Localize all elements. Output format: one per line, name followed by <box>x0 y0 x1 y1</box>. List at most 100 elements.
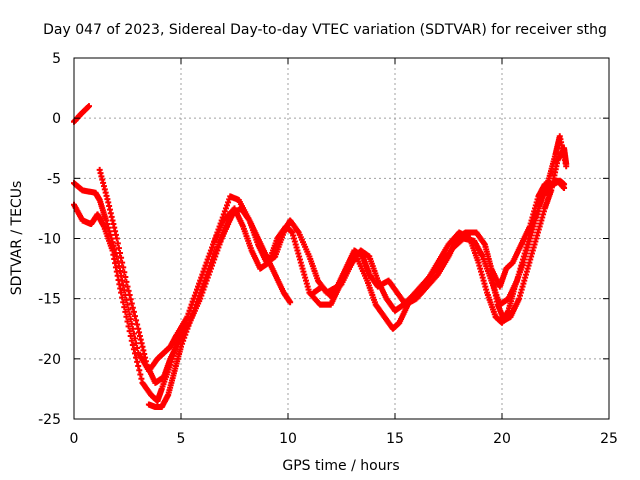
data-point <box>561 184 568 191</box>
data-point <box>209 244 216 251</box>
x-axis-label: GPS time / hours <box>282 458 399 474</box>
data-point <box>124 318 131 325</box>
data-point <box>183 328 190 335</box>
data-point <box>134 358 141 365</box>
x-tick-label: 20 <box>493 431 511 447</box>
data-point <box>202 274 209 281</box>
data-point <box>121 269 128 276</box>
data-point <box>220 211 227 218</box>
data-point <box>188 313 195 320</box>
y-tick-label: -25 <box>38 412 61 428</box>
y-axis-label: SDTVAR / TECUs <box>9 181 25 296</box>
data-point <box>126 292 133 299</box>
data-point <box>287 299 294 306</box>
data-point <box>187 316 194 323</box>
data-point <box>117 249 124 256</box>
data-point <box>185 322 192 329</box>
data-point <box>229 211 236 218</box>
data-point <box>195 295 202 302</box>
data-point <box>123 278 130 285</box>
data-point <box>225 199 232 206</box>
data-point <box>128 320 135 327</box>
data-point <box>115 245 122 252</box>
data-point <box>122 274 129 281</box>
data-point <box>105 224 112 231</box>
data-point <box>133 317 140 324</box>
x-tick-label: 10 <box>279 431 297 447</box>
y-tick-label: -15 <box>38 292 61 308</box>
data-point <box>127 296 134 303</box>
data-point <box>138 375 145 382</box>
data-point <box>120 264 127 271</box>
y-tick-label: 0 <box>52 111 61 127</box>
data-point <box>224 202 231 209</box>
data-point <box>131 350 138 357</box>
data-point <box>130 330 137 337</box>
data-point <box>203 271 210 278</box>
data-point <box>130 346 137 353</box>
x-tick-label: 15 <box>386 431 404 447</box>
data-point <box>180 337 187 344</box>
data-point <box>124 283 131 290</box>
data-point <box>125 306 132 313</box>
data-point <box>128 300 135 307</box>
data-point <box>194 298 201 305</box>
data-point <box>121 304 128 311</box>
data-point <box>186 319 193 326</box>
x-tick-label: 25 <box>600 431 618 447</box>
data-point <box>119 259 126 266</box>
data-point <box>114 240 121 247</box>
data-point <box>127 332 134 339</box>
data-point <box>113 235 120 242</box>
data-point <box>118 289 125 296</box>
data-point <box>178 343 184 350</box>
data-point <box>103 217 110 224</box>
data-point <box>129 325 136 332</box>
data-point <box>192 301 199 308</box>
data-point <box>129 341 136 348</box>
data-point <box>221 208 228 215</box>
series-trace-5 <box>145 211 236 410</box>
data-point <box>124 301 131 308</box>
y-tick-label: -20 <box>38 352 61 368</box>
data-point <box>182 331 189 338</box>
data-point <box>134 345 141 352</box>
data-point <box>133 354 140 361</box>
series-trace-1 <box>71 103 92 125</box>
data-point <box>134 321 141 328</box>
data-points <box>71 103 570 410</box>
axis-ticks: 0 5 10 15 20 25 -25 -20 -15 -10 -5 0 5 <box>38 51 618 447</box>
data-point <box>120 282 127 289</box>
data-point <box>205 265 212 272</box>
data-point <box>181 334 188 341</box>
data-point <box>207 259 214 266</box>
data-point <box>125 287 132 294</box>
data-point <box>191 304 198 311</box>
x-tick-label: 5 <box>177 431 186 447</box>
data-point <box>127 316 134 323</box>
data-point <box>135 363 142 370</box>
data-point <box>123 313 130 320</box>
data-point <box>136 367 143 374</box>
data-point <box>198 286 205 293</box>
data-point <box>189 310 196 317</box>
data-point <box>131 313 138 320</box>
data-point <box>206 262 213 269</box>
data-point <box>125 323 132 330</box>
chart-title: Day 047 of 2023, Sidereal Day-to-day VTE… <box>43 22 607 38</box>
data-point <box>563 160 570 167</box>
data-point <box>209 256 216 263</box>
data-point <box>197 289 204 296</box>
data-point <box>131 335 138 342</box>
data-point <box>196 292 203 299</box>
data-point <box>120 299 127 306</box>
data-point <box>122 308 129 315</box>
data-point <box>207 247 214 254</box>
data-point <box>85 103 92 110</box>
data-point <box>137 371 144 378</box>
data-point <box>119 294 126 301</box>
data-point <box>128 337 135 344</box>
data-point <box>130 308 137 315</box>
data-point <box>179 340 186 347</box>
